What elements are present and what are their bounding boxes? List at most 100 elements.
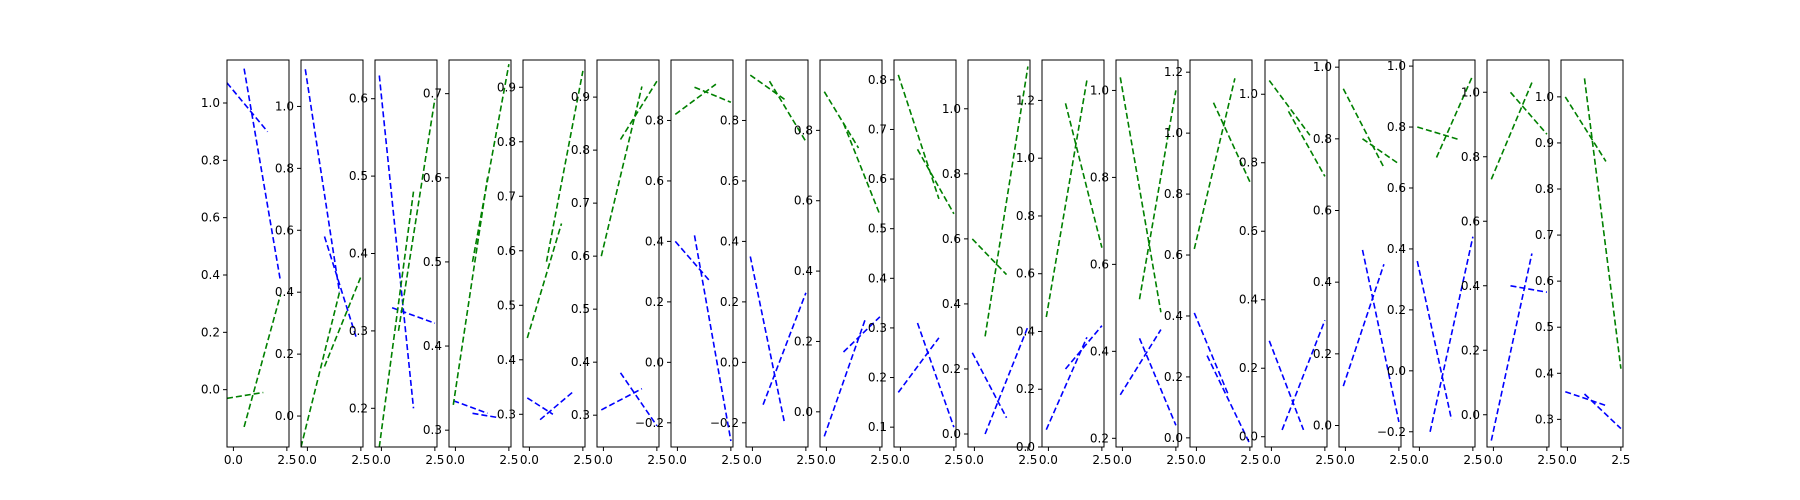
- subplot-17: −0.20.00.20.40.60.81.00.0 2.5: [1377, 59, 1483, 467]
- green-dashed-line-2: [243, 294, 282, 428]
- y-tick-label: 0.6: [942, 232, 961, 246]
- x-tick-label: 2.5: [944, 453, 963, 467]
- blue-dashed-line-2: [1510, 285, 1548, 293]
- y-tick-label: 0.6: [1016, 267, 1035, 281]
- y-tick-label: 0.0: [645, 355, 664, 369]
- y-tick-label: 0.6: [275, 223, 294, 237]
- axes-frame: [967, 59, 1031, 448]
- y-tick-label: 0.5: [868, 222, 887, 236]
- y-tick-label: 1.0: [1016, 151, 1035, 165]
- x-tick-label: 0.0: [1187, 453, 1206, 467]
- x-tick-label: 0.0: [1484, 453, 1503, 467]
- green-dashed-line-2: [471, 64, 510, 263]
- series-group: [971, 66, 1029, 435]
- x-tick-label: 2.5: [870, 453, 889, 467]
- y-tick-label: 0.0: [1164, 431, 1183, 445]
- y-tick-label: 0.8: [1164, 187, 1183, 201]
- series-group: [1416, 74, 1474, 432]
- green-dashed-line-2: [1212, 102, 1251, 183]
- series-group: [1193, 78, 1251, 445]
- y-tick-label: 1.0: [201, 96, 220, 110]
- y-tick-label: 0.8: [201, 153, 220, 167]
- series-group: [897, 74, 955, 428]
- y-tick-label: 0.4: [497, 353, 516, 367]
- axes-frame: [226, 59, 290, 448]
- subplot-4: 0.30.40.50.60.70.0 2.5: [423, 59, 518, 467]
- y-tick-label: 0.8: [868, 73, 887, 87]
- axes-frame: [522, 59, 586, 448]
- blue-dashed-line-2: [539, 391, 573, 421]
- series-group: [674, 83, 732, 442]
- y-tick-label: 0.0: [201, 383, 220, 397]
- y-tick-label: 0.1: [868, 420, 887, 434]
- blue-dashed-line-1: [304, 69, 341, 293]
- y-tick-label: 0.6: [1535, 274, 1554, 288]
- y-tick-label: −0.2: [710, 416, 739, 430]
- y-tick-label: 0.4: [349, 247, 368, 261]
- x-tick-label: 2.5: [425, 453, 444, 467]
- y-tick-label: 0.2: [1090, 431, 1109, 445]
- subplot-13: 0.20.40.60.81.00.0 2.5: [1090, 59, 1185, 467]
- series-group: [1490, 82, 1548, 441]
- subplot-19: 0.30.40.50.60.70.80.91.00.0 2.5: [1535, 59, 1630, 467]
- x-tick-label: 0.0: [1558, 453, 1577, 467]
- y-tick-label: 0.4: [423, 339, 442, 353]
- y-tick-label: 0.7: [497, 189, 516, 203]
- y-tick-label: 0.3: [868, 321, 887, 335]
- axes-frame: [670, 59, 734, 448]
- series-group: [1564, 78, 1622, 430]
- green-dashed-line-2: [1138, 90, 1177, 300]
- subplot-3: 0.20.30.40.50.60.0 2.5: [349, 59, 444, 467]
- blue-dashed-line-2: [391, 306, 436, 324]
- y-tick-label: 0.6: [423, 171, 442, 185]
- y-tick-label: 0.2: [1016, 382, 1035, 396]
- y-tick-label: 0.8: [497, 135, 516, 149]
- green-dashed-line-1: [1193, 78, 1236, 250]
- y-tick-label: 0.8: [1387, 120, 1406, 134]
- y-tick-label: 0.2: [349, 401, 368, 415]
- axes-frame: [1041, 59, 1105, 448]
- blue-dashed-line-2: [1583, 393, 1622, 430]
- green-dashed-line-2: [1509, 91, 1548, 135]
- y-tick-label: 0.2: [1387, 303, 1406, 317]
- series-group: [823, 91, 881, 437]
- green-dashed-line-1: [1417, 126, 1459, 140]
- series-group: [1268, 80, 1326, 431]
- y-tick-label: 1.0: [942, 102, 961, 116]
- series-group: [1045, 80, 1103, 431]
- y-tick-label: 1.2: [1016, 93, 1035, 107]
- green-dashed-line-2: [397, 98, 436, 332]
- green-dashed-line-1: [1045, 80, 1088, 318]
- x-tick-label: 2.5: [351, 453, 370, 467]
- panels: 0.00.20.40.60.81.00.0 2.50.00.20.40.60.81…: [201, 59, 1631, 467]
- y-tick-label: 0.6: [794, 194, 813, 208]
- series-group: [749, 74, 807, 423]
- blue-dashed-line-1: [378, 75, 415, 409]
- y-tick-label: 0.4: [720, 234, 739, 248]
- blue-dashed-line-1: [1268, 340, 1305, 431]
- y-tick-label: 1.0: [1164, 126, 1183, 140]
- y-tick-label: 0.3: [571, 408, 590, 422]
- axes-frame: [596, 59, 660, 448]
- x-tick-label: 0.0: [298, 453, 317, 467]
- series-group: [378, 75, 436, 447]
- y-tick-label: 0.3: [1535, 412, 1554, 426]
- series-group: [452, 64, 510, 419]
- blue-dashed-line-1: [1490, 253, 1533, 441]
- axes-frame: [1412, 59, 1476, 448]
- x-tick-label: 2.5: [1315, 453, 1334, 467]
- x-tick-label: 2.5: [1537, 453, 1556, 467]
- y-tick-label: 1.0: [1387, 59, 1406, 73]
- series-group: [526, 70, 584, 421]
- axes-frame: [1189, 59, 1253, 448]
- y-tick-label: 0.4: [1535, 366, 1554, 380]
- y-tick-label: 0.8: [1016, 209, 1035, 223]
- y-tick-label: 0.4: [645, 234, 664, 248]
- y-tick-label: 1.0: [1313, 60, 1332, 74]
- y-tick-label: 0.0: [1461, 408, 1480, 422]
- y-tick-label: 0.3: [423, 423, 442, 437]
- axes-frame: [1115, 59, 1179, 448]
- y-tick-label: 0.6: [349, 92, 368, 106]
- green-dashed-line-2: [619, 80, 658, 140]
